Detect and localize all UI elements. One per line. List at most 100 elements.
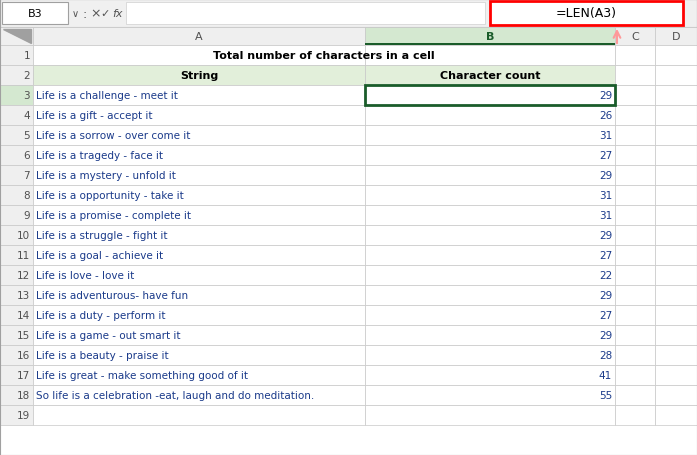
Bar <box>655 126 697 146</box>
Bar <box>0 265 33 285</box>
Text: ✓: ✓ <box>100 9 109 19</box>
Text: Life is a game - out smart it: Life is a game - out smart it <box>36 330 181 340</box>
Bar <box>655 405 697 425</box>
Text: 4: 4 <box>24 111 30 121</box>
Bar <box>615 325 655 345</box>
Text: =LEN(A3): =LEN(A3) <box>556 7 617 20</box>
Text: B3: B3 <box>28 9 43 19</box>
Bar <box>33 206 365 226</box>
Bar <box>365 66 615 86</box>
Text: 6: 6 <box>24 151 30 161</box>
Bar <box>33 385 365 405</box>
Bar <box>33 28 365 46</box>
Bar <box>0 245 33 265</box>
Bar <box>2 3 68 25</box>
Bar <box>33 106 365 126</box>
Text: Life is a goal - achieve it: Life is a goal - achieve it <box>36 250 163 260</box>
Bar <box>615 106 655 126</box>
Bar <box>655 325 697 345</box>
Text: Life is a promise - complete it: Life is a promise - complete it <box>36 211 191 221</box>
Bar <box>655 285 697 305</box>
Bar <box>0 86 33 106</box>
Bar <box>365 405 615 425</box>
Text: 18: 18 <box>17 390 30 400</box>
Bar <box>365 325 615 345</box>
Text: Life is a tragedy - face it: Life is a tragedy - face it <box>36 151 163 161</box>
Text: Life is love - love it: Life is love - love it <box>36 270 135 280</box>
Bar <box>655 146 697 166</box>
Bar <box>365 46 615 66</box>
Bar <box>655 385 697 405</box>
Bar <box>0 285 33 305</box>
Bar <box>615 126 655 146</box>
Text: 5: 5 <box>24 131 30 141</box>
Bar <box>0 305 33 325</box>
Text: 11: 11 <box>17 250 30 260</box>
Text: Character count: Character count <box>440 71 540 81</box>
Bar <box>615 365 655 385</box>
Bar <box>0 146 33 166</box>
Text: Life is a duty - perform it: Life is a duty - perform it <box>36 310 165 320</box>
Bar <box>655 166 697 186</box>
Bar <box>615 166 655 186</box>
Bar <box>0 325 33 345</box>
Bar <box>655 186 697 206</box>
Bar <box>33 365 365 385</box>
Text: 27: 27 <box>599 250 612 260</box>
Text: 17: 17 <box>17 370 30 380</box>
Text: 29: 29 <box>599 231 612 241</box>
Bar <box>33 66 365 86</box>
Bar <box>33 126 365 146</box>
Text: String: String <box>180 71 218 81</box>
Bar <box>0 345 33 365</box>
Bar <box>365 365 615 385</box>
Bar <box>365 106 615 126</box>
Bar <box>615 146 655 166</box>
Text: 27: 27 <box>599 151 612 161</box>
Text: 28: 28 <box>599 350 612 360</box>
Text: Life is a gift - accept it: Life is a gift - accept it <box>36 111 153 121</box>
Bar <box>615 265 655 285</box>
Text: 14: 14 <box>17 310 30 320</box>
Bar <box>615 405 655 425</box>
Bar <box>33 146 365 166</box>
Bar <box>615 28 655 46</box>
Bar <box>655 305 697 325</box>
Bar <box>0 206 33 226</box>
Text: 29: 29 <box>599 91 612 101</box>
Bar <box>0 46 33 66</box>
Bar <box>365 245 615 265</box>
Bar <box>615 345 655 365</box>
Text: 2: 2 <box>24 71 30 81</box>
Bar <box>615 245 655 265</box>
Bar <box>615 226 655 245</box>
Text: Life is a challenge - meet it: Life is a challenge - meet it <box>36 91 178 101</box>
Text: B: B <box>486 32 494 42</box>
Text: 8: 8 <box>24 191 30 201</box>
Text: 9: 9 <box>24 211 30 221</box>
Bar <box>655 86 697 106</box>
Bar <box>33 285 365 305</box>
Text: Life is a struggle - fight it: Life is a struggle - fight it <box>36 231 167 241</box>
Bar <box>365 265 615 285</box>
Bar <box>655 245 697 265</box>
Bar <box>655 226 697 245</box>
Text: 55: 55 <box>599 390 612 400</box>
Bar <box>655 345 697 365</box>
Bar <box>33 86 365 106</box>
Text: 15: 15 <box>17 330 30 340</box>
Text: 12: 12 <box>17 270 30 280</box>
Bar <box>365 146 615 166</box>
Bar <box>365 186 615 206</box>
Bar <box>365 206 615 226</box>
Text: Life is a beauty - praise it: Life is a beauty - praise it <box>36 350 169 360</box>
Text: 10: 10 <box>17 231 30 241</box>
Text: 31: 31 <box>599 191 612 201</box>
Text: Life is adventurous- have fun: Life is adventurous- have fun <box>36 290 188 300</box>
Bar <box>0 28 33 46</box>
Bar <box>365 226 615 245</box>
Text: 19: 19 <box>17 410 30 420</box>
Text: 16: 16 <box>17 350 30 360</box>
Bar <box>615 285 655 305</box>
Bar <box>0 66 33 86</box>
